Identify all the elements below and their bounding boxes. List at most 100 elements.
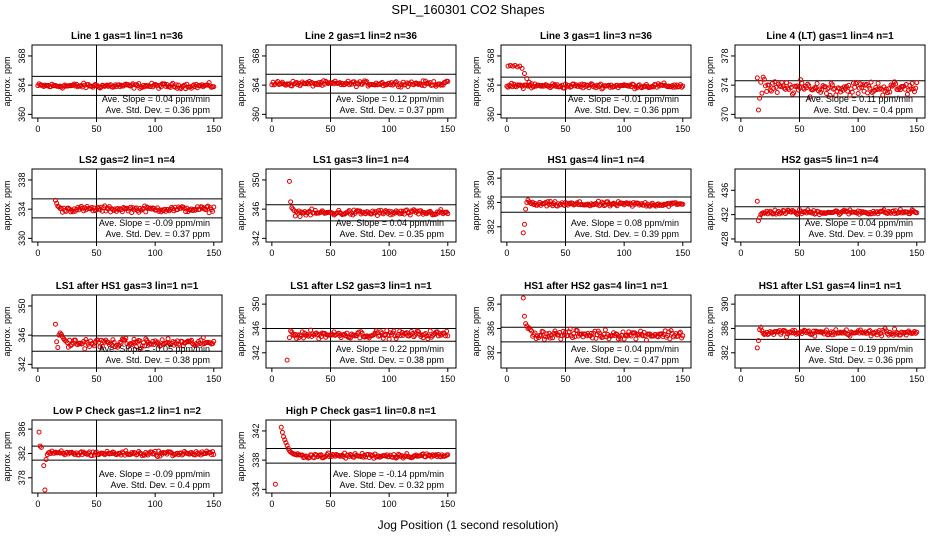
x-tick-label: 100 bbox=[851, 374, 866, 384]
slope-annotation: Ave. Slope = 0.22 ppm/min bbox=[336, 344, 444, 354]
data-point bbox=[826, 85, 832, 91]
y-axis-label: approx. ppm bbox=[2, 180, 12, 230]
data-point bbox=[211, 452, 217, 458]
x-tick-label: 50 bbox=[325, 124, 335, 134]
std-dev-annotation: Ave. Std. Dev. = 0.4 ppm bbox=[111, 480, 210, 490]
panel-6: LS1 gas=3 lin=1 n=4 0 50 100 150 342 346 350 app… bbox=[236, 155, 457, 258]
data-point bbox=[123, 448, 129, 454]
data-point bbox=[791, 90, 797, 96]
data-point bbox=[823, 327, 829, 333]
y-axis-label: approx. ppm bbox=[236, 180, 246, 230]
data-point bbox=[759, 328, 765, 334]
figure-title: SPL_160301 CO2 Shapes bbox=[391, 2, 545, 17]
x-tick-label: 100 bbox=[148, 248, 163, 258]
data-point bbox=[54, 200, 60, 206]
data-point bbox=[784, 334, 790, 340]
panel-3: Line 3 gas=1 lin=3 n=36 0 50 100 150 360 364 36… bbox=[471, 31, 692, 134]
data-point bbox=[828, 329, 834, 335]
panel-7: HS1 gas=4 lin=1 n=4 0 50 100 150 382 386 390 app… bbox=[471, 155, 692, 258]
x-tick-label: 150 bbox=[909, 374, 924, 384]
data-point bbox=[144, 451, 150, 457]
panel-title: Line 2 gas=1 lin=2 n=36 bbox=[305, 31, 417, 42]
data-point bbox=[507, 62, 513, 68]
std-dev-annotation: Ave. Std. Dev. = 0.47 ppm bbox=[575, 355, 679, 365]
x-tick-label: 100 bbox=[851, 248, 866, 258]
x-tick-label: 100 bbox=[148, 499, 163, 509]
plot-frame bbox=[31, 168, 223, 243]
data-point bbox=[626, 83, 632, 89]
data-point bbox=[292, 213, 298, 219]
plot-frame bbox=[265, 419, 457, 494]
data-point bbox=[761, 76, 767, 82]
plot-frame bbox=[500, 168, 692, 243]
x-tick-label: 150 bbox=[675, 124, 690, 134]
panel-title: HS1 after HS2 gas=4 lin=1 n=1 bbox=[524, 281, 668, 292]
data-point bbox=[784, 80, 790, 86]
x-tick-label: 150 bbox=[909, 248, 924, 258]
data-point bbox=[909, 80, 915, 86]
data-point bbox=[868, 333, 874, 339]
slope-annotation: Ave. Slope = 0.12 ppm/min bbox=[336, 94, 444, 104]
data-point bbox=[888, 82, 894, 88]
y-tick-label: 390 bbox=[486, 297, 496, 312]
y-axis-label: approx. ppm bbox=[2, 56, 12, 106]
x-tick-label: 0 bbox=[269, 248, 274, 258]
x-tick-label: 50 bbox=[91, 374, 101, 384]
data-point bbox=[406, 333, 412, 339]
data-point bbox=[442, 333, 448, 339]
panel-title: LS1 gas=3 lin=1 n=4 bbox=[313, 155, 409, 166]
data-point bbox=[890, 332, 896, 338]
data-point bbox=[196, 451, 202, 457]
data-point bbox=[865, 90, 871, 96]
y-axis-label: approx. ppm bbox=[2, 431, 12, 481]
x-tick-label: 50 bbox=[91, 124, 101, 134]
data-point bbox=[133, 344, 139, 350]
data-point bbox=[602, 327, 608, 333]
data-point bbox=[131, 336, 137, 342]
x-tick-label: 0 bbox=[35, 124, 40, 134]
data-point bbox=[766, 82, 772, 88]
panel-title: HS2 gas=5 lin=1 n=4 bbox=[782, 155, 879, 166]
data-point bbox=[893, 81, 899, 87]
data-point bbox=[136, 81, 142, 87]
data-point bbox=[806, 83, 812, 89]
panel-4: Line 4 (LT) gas=1 lin=4 n=1 0 50 100 150 370 3… bbox=[705, 31, 926, 134]
x-tick-label: 100 bbox=[148, 124, 163, 134]
data-point bbox=[272, 481, 278, 487]
y-tick-label: 342 bbox=[17, 357, 27, 372]
data-point bbox=[38, 444, 44, 450]
panel-9: LS1 after HS1 gas=3 lin=1 n=1 0 50 100 150 34… bbox=[2, 281, 223, 384]
data-point bbox=[881, 207, 887, 213]
data-point bbox=[544, 331, 550, 337]
data-point bbox=[420, 78, 426, 84]
y-tick-label: 364 bbox=[251, 78, 261, 93]
x-tick-label: 0 bbox=[738, 124, 743, 134]
y-tick-label: 330 bbox=[17, 231, 27, 246]
data-point bbox=[138, 345, 144, 351]
x-tick-label: 0 bbox=[504, 374, 509, 384]
y-axis-label: approx. ppm bbox=[705, 56, 715, 106]
data-point bbox=[593, 85, 599, 91]
panel-12: HS1 after LS1 gas=4 lin=1 n=1 0 50 100 150 38… bbox=[705, 281, 926, 384]
data-point bbox=[843, 83, 849, 89]
data-point bbox=[143, 209, 149, 215]
plot-frame bbox=[265, 168, 457, 243]
std-dev-annotation: Ave. Std. Dev. = 0.32 ppm bbox=[340, 480, 444, 490]
data-point bbox=[521, 313, 527, 319]
data-point bbox=[303, 81, 309, 87]
data-point bbox=[527, 327, 533, 333]
panel-title: HS1 gas=4 lin=1 n=4 bbox=[548, 155, 645, 166]
data-point bbox=[820, 83, 826, 89]
data-point bbox=[787, 82, 793, 88]
x-tick-label: 150 bbox=[440, 374, 455, 384]
data-point bbox=[81, 208, 87, 214]
panel-title: Line 4 (LT) gas=1 lin=4 n=1 bbox=[766, 31, 894, 42]
data-point bbox=[852, 84, 858, 90]
data-point bbox=[152, 81, 158, 87]
data-point bbox=[128, 204, 134, 210]
x-tick-label: 150 bbox=[440, 248, 455, 258]
y-tick-label: 346 bbox=[17, 328, 27, 343]
slope-annotation: Ave. Slope = 0.11 ppm/min bbox=[806, 94, 913, 104]
x-tick-label: 150 bbox=[440, 124, 455, 134]
data-point bbox=[297, 213, 303, 219]
